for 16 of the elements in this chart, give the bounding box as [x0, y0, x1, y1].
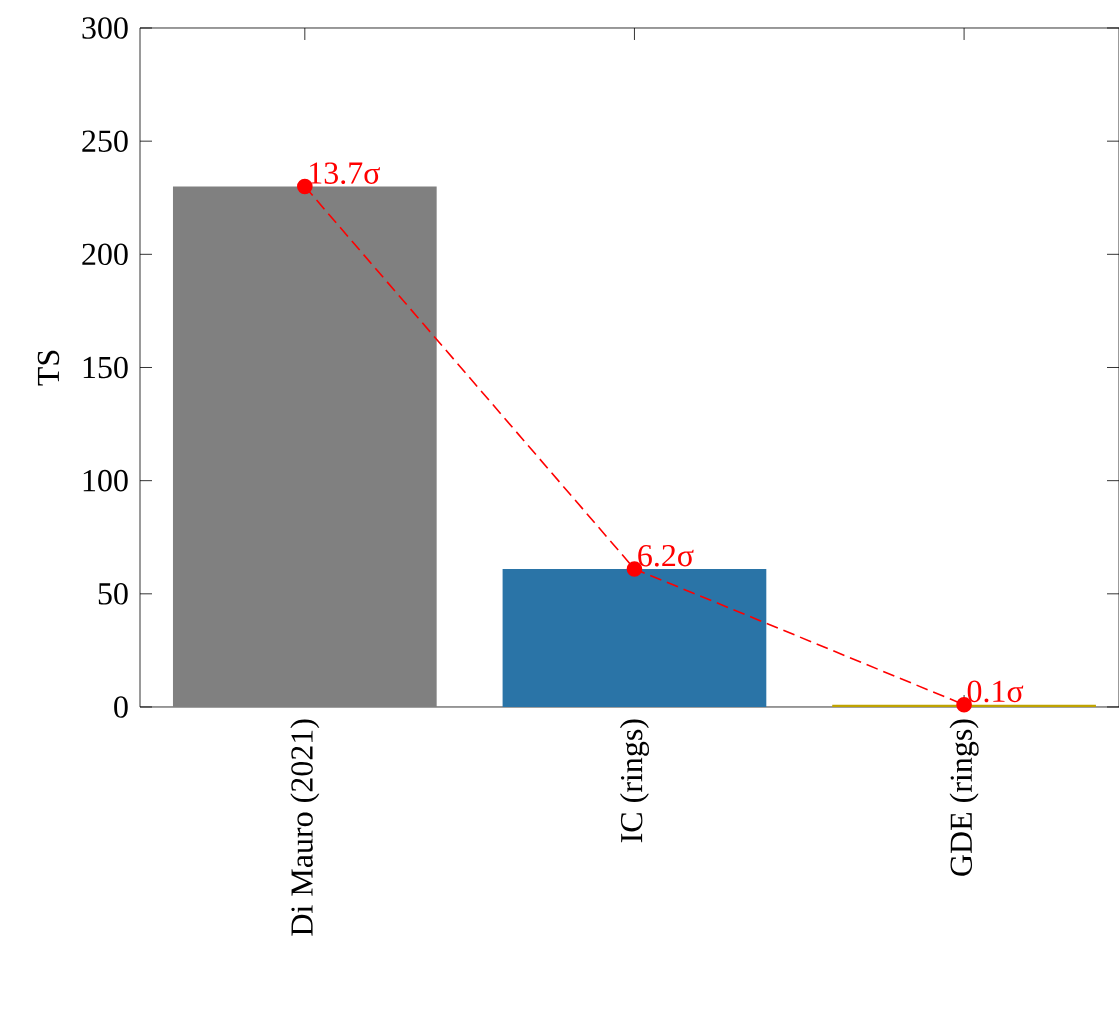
y-tick-label: 50 — [98, 583, 128, 605]
y-tick-label: 0 — [114, 696, 128, 718]
y-tick-label: 100 — [83, 469, 128, 492]
annotation: 6.2σ — [638, 544, 694, 567]
y-tick-label: 250 — [82, 130, 128, 152]
y-tick-label: 200 — [82, 243, 128, 266]
bar — [172, 186, 437, 707]
y-tick-label: 150 — [83, 356, 128, 379]
x-tick-label: Di Mauro (2021) — [290, 719, 320, 936]
annotation: 0.1σ — [967, 680, 1024, 703]
y-axis-title: TS — [37, 350, 60, 386]
y-tick-label: 300 — [82, 17, 128, 39]
annotation: 13.7σ — [310, 162, 380, 185]
bar — [502, 568, 767, 707]
x-tick-label: GDE (rings) — [949, 719, 979, 876]
x-tick-label: IC (rings) — [619, 719, 649, 843]
